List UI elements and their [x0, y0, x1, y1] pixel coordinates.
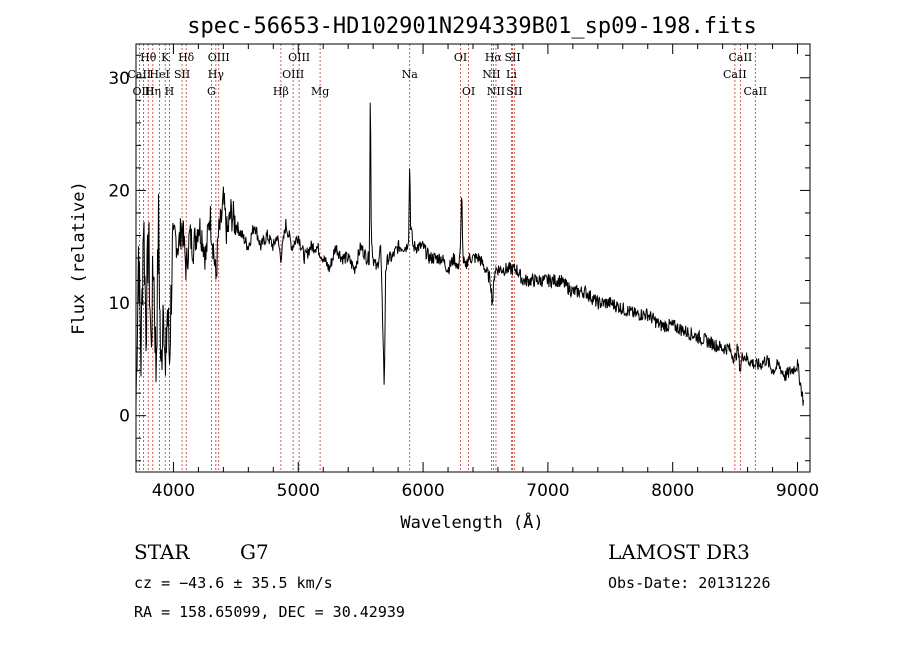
line-label-oi: OI: [454, 51, 467, 64]
chart-title: spec-56653-HD102901N294339B01_sp09-198.f…: [187, 14, 757, 39]
spectrum-line: [135, 102, 804, 406]
x-tick-label: 7000: [526, 481, 569, 501]
line-label-nii: NII: [487, 85, 505, 98]
line-label-sii: SII: [504, 51, 520, 64]
x-tick-label: 4000: [152, 481, 195, 501]
line-label-caii: CaII: [743, 85, 767, 98]
line-label-oiii: OIII: [208, 51, 230, 64]
coordinates-text: RA = 158.65099, DEC = 30.42939: [134, 603, 405, 621]
survey-label: LAMOST DR3: [608, 540, 750, 564]
line-label-k: K: [161, 51, 170, 64]
line-label-hα: Hα: [485, 51, 503, 64]
line-label-mg: Mg: [311, 85, 329, 98]
x-axis-label: Wavelength (Å): [400, 511, 543, 533]
y-axis-ticks: 0 10 20 30: [108, 54, 810, 462]
line-label-h: H: [165, 85, 175, 98]
emission-line-markers: [138, 44, 756, 472]
line-label-hδ: Hδ: [178, 51, 195, 64]
line-label-sii: SII: [506, 85, 522, 98]
x-tick-label: 6000: [401, 481, 444, 501]
line-label-oiii: OIII: [288, 51, 310, 64]
line-label-oi: OI: [462, 85, 475, 98]
line-label-hθ: Hθ: [140, 51, 157, 64]
redshift-text: cz = −43.6 ± 35.5 km/s: [134, 574, 333, 592]
line-label-na: Na: [402, 68, 419, 81]
line-label-g: G: [207, 85, 216, 98]
x-tick-label: 5000: [277, 481, 320, 501]
line-label-hβ: Hβ: [273, 85, 289, 98]
line-label-oiii: OIII: [282, 68, 304, 81]
y-tick-label: 20: [108, 181, 130, 201]
line-label-caii: CaII: [729, 51, 753, 64]
line-label-caii: CaII: [128, 68, 152, 81]
line-label-caii: CaII: [723, 68, 747, 81]
y-axis-label: Flux (relative): [69, 181, 89, 335]
line-label-li: Li: [506, 68, 517, 81]
object-class: STAR: [134, 540, 190, 564]
y-tick-label: 10: [108, 294, 130, 314]
line-label-oiii: OIII: [132, 85, 154, 98]
line-label-nii: NII: [482, 68, 500, 81]
line-label-sii: SII: [174, 68, 190, 81]
y-tick-label: 30: [108, 69, 130, 89]
x-tick-label: 8000: [651, 481, 694, 501]
x-axis-ticks: 4000 5000 6000 7000 8000 9000: [152, 44, 819, 501]
y-tick-label: 0: [119, 407, 130, 427]
line-label-hη: Hη: [145, 85, 161, 98]
plot-frame: [135, 43, 811, 473]
line-label-hei: HeI: [149, 68, 169, 81]
x-tick-label: 9000: [776, 481, 819, 501]
object-subclass: G7: [240, 540, 269, 564]
obs-date-text: Obs-Date: 20131226: [608, 574, 771, 592]
line-label-hγ: Hγ: [208, 68, 225, 81]
